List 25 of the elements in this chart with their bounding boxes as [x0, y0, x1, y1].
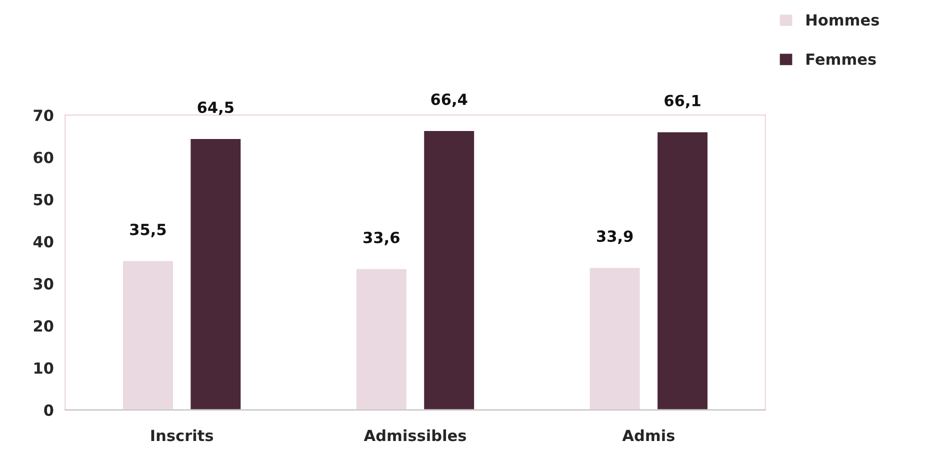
y-tick-label: 10	[34, 362, 54, 374]
bar	[189, 138, 242, 410]
x-tick-label: Admissibles	[364, 429, 466, 442]
data-label: 66,4	[431, 94, 468, 108]
data-label: 35,5	[130, 224, 166, 238]
x-tick-label: Admis	[622, 429, 674, 442]
bar	[355, 268, 408, 410]
bar	[588, 266, 642, 410]
legend-label: Femmes	[806, 54, 876, 65]
legend-label: Hommes	[806, 14, 879, 26]
y-tick-label: 70	[34, 110, 54, 122]
y-tick-label: 50	[34, 194, 54, 206]
bar	[656, 130, 709, 410]
data-label: 33,9	[597, 230, 633, 244]
y-tick-label: 20	[34, 320, 54, 332]
data-label: 33,6	[364, 232, 400, 246]
bar	[422, 130, 476, 410]
data-label: 66,1	[664, 94, 700, 108]
y-tick-label: 0	[44, 404, 54, 416]
x-tick-label: Inscrits	[151, 429, 214, 442]
y-tick-label: 30	[34, 278, 54, 290]
y-tick-label: 60	[34, 152, 54, 164]
data-label: 64,5	[198, 102, 234, 116]
bar	[122, 260, 174, 410]
y-tick-label: 40	[33, 236, 54, 248]
